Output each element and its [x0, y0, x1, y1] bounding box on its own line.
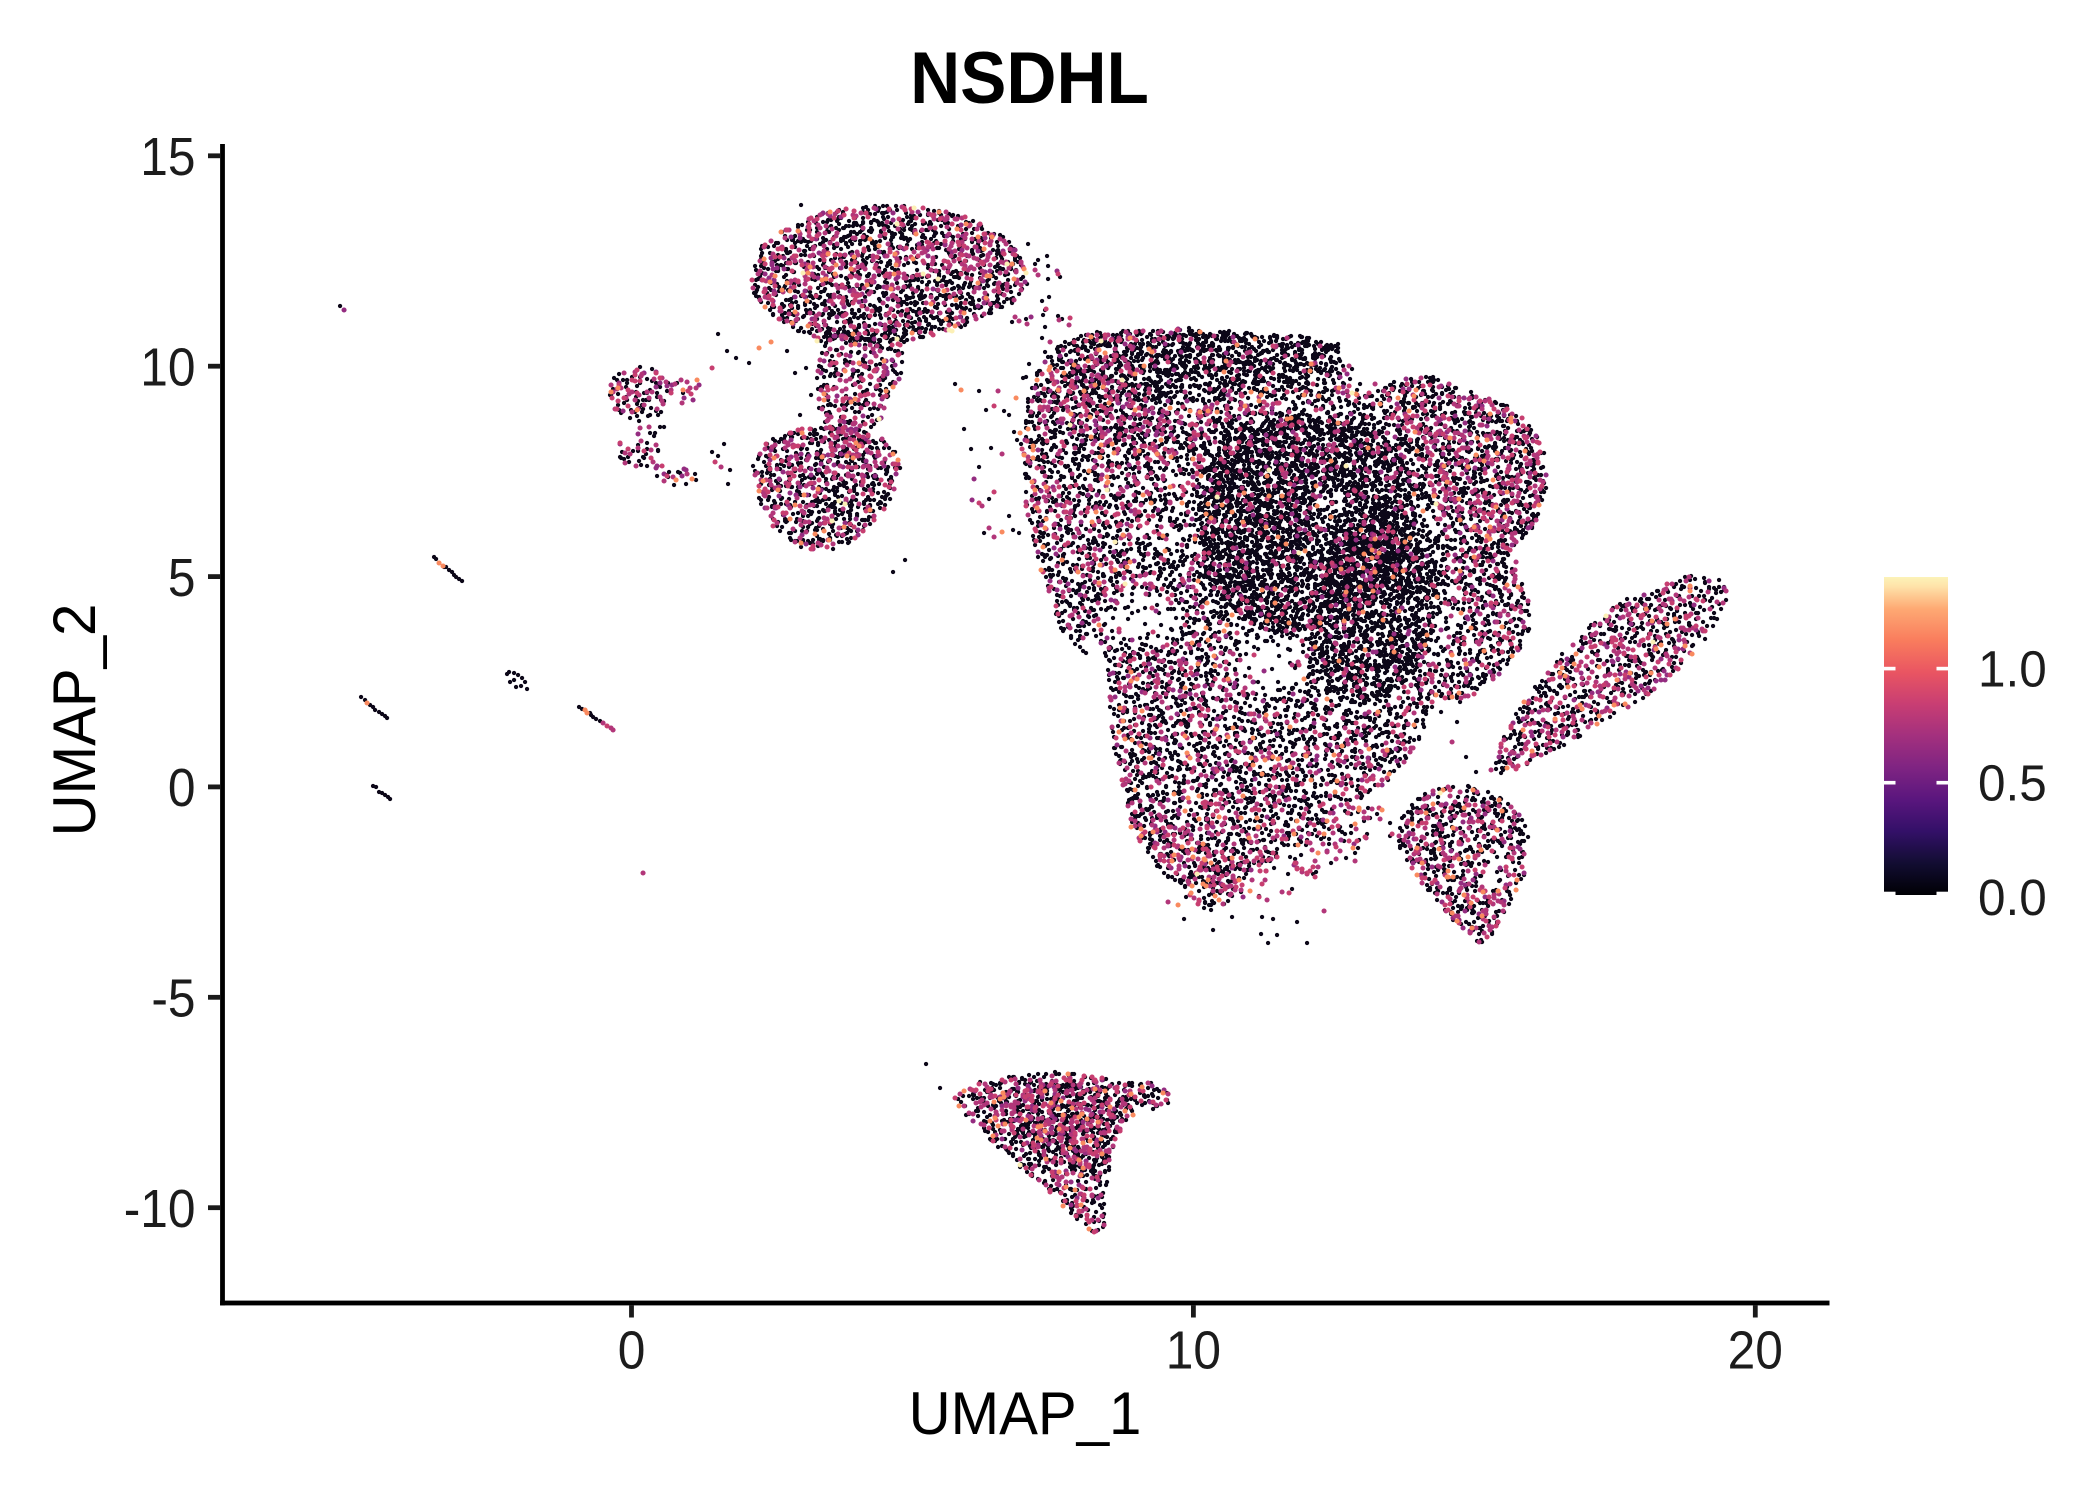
svg-text:5: 5	[168, 547, 196, 607]
svg-text:UMAP_1: UMAP_1	[909, 1379, 1142, 1447]
svg-text:0: 0	[618, 1320, 646, 1380]
svg-text:UMAP_2: UMAP_2	[40, 604, 108, 837]
svg-text:NSDHL: NSDHL	[910, 38, 1149, 119]
svg-text:20: 20	[1728, 1320, 1783, 1380]
svg-text:0: 0	[168, 757, 196, 817]
svg-text:-10: -10	[124, 1178, 196, 1238]
svg-text:1.0: 1.0	[1978, 641, 2047, 698]
svg-text:0.0: 0.0	[1978, 869, 2047, 926]
svg-text:0.5: 0.5	[1978, 755, 2047, 812]
svg-text:10: 10	[1166, 1320, 1221, 1380]
svg-text:-5: -5	[151, 968, 195, 1028]
svg-text:15: 15	[140, 126, 195, 186]
svg-text:10: 10	[140, 337, 195, 397]
